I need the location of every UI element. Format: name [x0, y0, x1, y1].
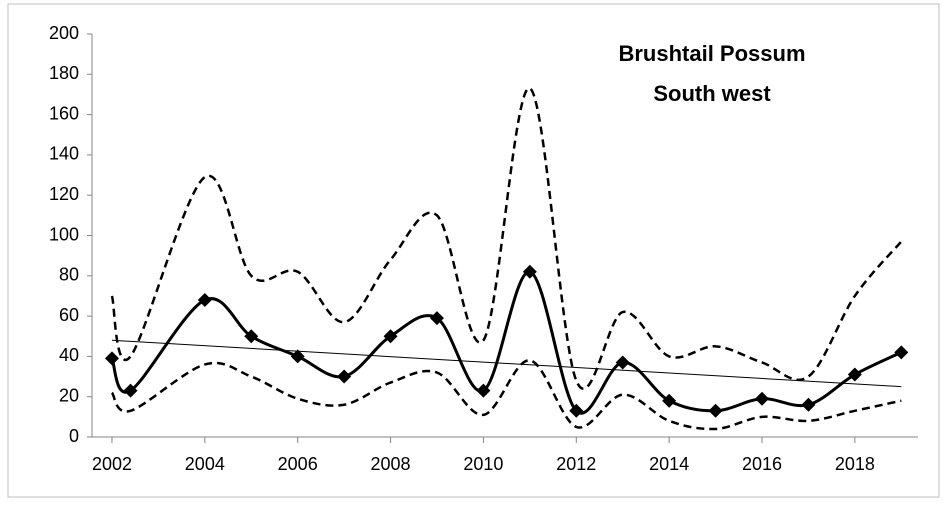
y-tick-label: 140 [49, 144, 79, 164]
x-tick-label: 2008 [371, 454, 411, 474]
marker [290, 349, 305, 364]
y-tick-label: 160 [49, 103, 79, 123]
y-tick-label: 40 [59, 345, 79, 365]
chart-title: South west [653, 81, 771, 106]
marker [476, 383, 491, 398]
y-tick-label: 100 [49, 224, 79, 244]
marker [244, 329, 259, 344]
marker [104, 351, 119, 366]
marker [801, 397, 816, 412]
y-tick-label: 180 [49, 63, 79, 83]
marker [754, 391, 769, 406]
y-tick-label: 200 [49, 23, 79, 43]
marker [522, 264, 537, 279]
marker [429, 311, 444, 326]
y-tick-label: 120 [49, 184, 79, 204]
marker [197, 292, 212, 307]
x-tick-label: 2006 [278, 454, 318, 474]
marker [123, 383, 138, 398]
series-line [110, 87, 903, 391]
series-line [110, 270, 902, 415]
x-tick-label: 2004 [185, 454, 225, 474]
marker [662, 393, 677, 408]
chart-border [7, 3, 940, 498]
marker [894, 345, 909, 360]
x-tick-label: 2018 [835, 454, 875, 474]
marker [847, 367, 862, 382]
chart-title: Brushtail Possum [618, 41, 805, 66]
y-tick-label: 80 [59, 265, 79, 285]
marker [337, 369, 352, 384]
marker [383, 329, 398, 344]
x-tick-label: 2010 [463, 454, 503, 474]
y-tick-label: 0 [69, 426, 79, 446]
y-tick-label: 20 [59, 385, 79, 405]
series-line [110, 359, 902, 431]
x-tick-label: 2002 [92, 454, 132, 474]
trend-line [111, 339, 902, 388]
x-tick-label: 2014 [649, 454, 689, 474]
marker [708, 403, 723, 418]
x-tick-label: 2016 [742, 454, 782, 474]
y-tick-label: 60 [59, 305, 79, 325]
marker [615, 355, 630, 370]
x-tick-label: 2012 [556, 454, 596, 474]
marker [569, 403, 584, 418]
